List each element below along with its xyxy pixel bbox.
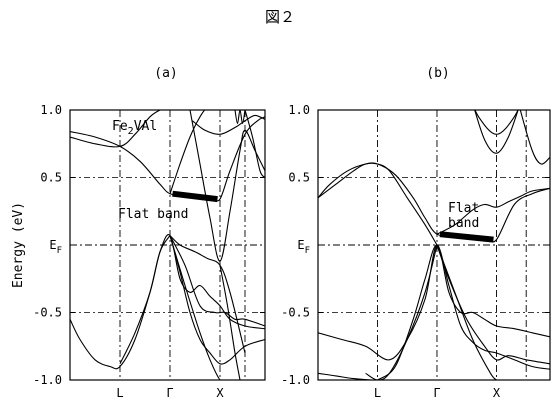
panel-b-flat-band-label-line1: Flat (448, 201, 479, 216)
panel-b-x-tick-label: L (374, 386, 381, 400)
panel-a-grid (70, 110, 265, 380)
panel-a-band-curve (220, 265, 240, 380)
panel-a-y-tick-label: 1.0 (40, 103, 62, 117)
panel-b-grid (318, 110, 550, 380)
panel-a-flat-band-label: Flat band (118, 207, 188, 222)
panel-a-y-tick-label: 0.5 (40, 171, 62, 185)
panel-a-flat-band (173, 194, 218, 199)
panel-b: (b) L Γ X -1.0 -0.5 0.5 1.0 Flat band EF (281, 66, 550, 400)
panel-a-flat-band-segment (173, 194, 218, 199)
y-axis-label: Energy (eV) (11, 202, 26, 288)
panel-b-y-tick-label: 1.0 (288, 103, 310, 117)
panel-b-y-tick-label: -1.0 (281, 373, 310, 387)
panel-a-bands (70, 97, 265, 387)
panel-a-x-tick-label: L (116, 386, 123, 400)
panel-b-bands (318, 90, 550, 380)
panel-a-x-tick-label: Γ (166, 386, 173, 400)
panel-b-x-tick-label: X (493, 386, 501, 400)
figure-title: 図２ (265, 8, 295, 26)
panel-a-y-tick-label: -1.0 (33, 373, 62, 387)
panel-b-flat-band-segment (440, 234, 494, 239)
panel-a-band-curve (235, 110, 245, 124)
panel-b-band-curve (318, 163, 550, 242)
panel-b-fermi-label: EF (297, 238, 310, 256)
panel-b-band-curve (318, 373, 378, 380)
panel-a-band-curve (170, 236, 245, 353)
panel-a-band-curve (70, 117, 265, 201)
panel-b-flat-band-label-line2: band (448, 216, 479, 231)
panel-a-band-curve (193, 115, 266, 134)
panel-a-label: (a) (154, 66, 177, 81)
panel-b-band-curve (520, 110, 550, 164)
panel-a-band-curve (170, 97, 218, 194)
panel-a-y-tick-label: -0.5 (33, 306, 62, 320)
panel-a-ticks: L Γ X -1.0 -0.5 0.5 1.0 (33, 103, 265, 400)
panel-b-y-tick-label: 0.5 (288, 171, 310, 185)
panel-b-y-tick-label: -0.5 (281, 306, 310, 320)
panel-a-band-curve (170, 236, 265, 364)
panel-b-flat-band (440, 234, 494, 239)
panel-b-band-curve (318, 245, 550, 360)
panel-a-band-curve (190, 110, 265, 261)
panel-a-fermi-label: EF (49, 238, 62, 256)
panel-a: (a) LΓX-1.0-0.50.51.0 Fe2VAl Flat band E… (33, 66, 265, 400)
panel-a-band-curve (245, 110, 265, 178)
panel-b-label: (b) (426, 66, 449, 81)
panel-a-x-tick-label: X (216, 386, 224, 400)
panel-b-x-tick-label: Γ (433, 386, 440, 400)
